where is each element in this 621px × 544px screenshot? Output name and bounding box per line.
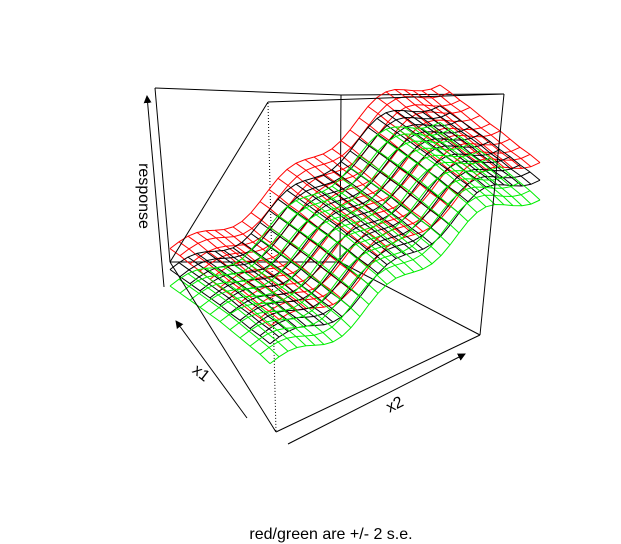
surface-lower-line-x1-15 — [304, 196, 406, 275]
surface-lower-line-x1-21 — [358, 154, 460, 234]
surface-upper-line-x1-12 — [277, 177, 379, 257]
surface-lower-line-x1-27 — [412, 127, 514, 206]
surface-upper-line-x1-6 — [223, 229, 325, 308]
surface-lower-line-x1-25 — [394, 126, 496, 205]
surface-fit-line-x1-26 — [403, 110, 505, 186]
surface-upper-line-x1-27 — [412, 90, 514, 169]
surface-upper-line-x1-0 — [169, 248, 271, 327]
surface-upper-line-x1-28 — [421, 90, 523, 169]
surface-fit-line-x1-7 — [232, 247, 334, 323]
surface-lower-line-x1-26 — [403, 126, 505, 206]
box-front-edges — [154, 87, 505, 433]
surface-lower-line-x1-10 — [259, 238, 361, 317]
surfaces — [169, 84, 541, 364]
surface-lower-line-x1-5 — [214, 267, 316, 346]
x2-axis-arrow — [287, 353, 466, 445]
surface-lower-line-x1-11 — [268, 226, 370, 305]
surface-lower-line-x1-19 — [340, 177, 442, 257]
surface-lower-line-x1-3 — [196, 269, 298, 348]
surface-upper-line-x1-13 — [286, 168, 388, 248]
surface-lower-line-x1-8 — [241, 258, 343, 337]
surface-upper-line-x1-18 — [331, 148, 433, 227]
surface-lower-line-x1-28 — [421, 127, 523, 207]
surface-upper-line-x1-3 — [196, 232, 298, 311]
surface-fit-line-x1-14 — [295, 183, 397, 259]
surface-fit-line-x1-6 — [223, 249, 325, 326]
surface-fit-line-x1-30 — [439, 105, 541, 181]
surface-lower-line-x1-17 — [322, 190, 424, 270]
surface-lower-line-x1-18 — [331, 185, 433, 265]
response-axis-arrow — [143, 95, 165, 288]
surface-lower — [169, 121, 541, 364]
surface-fit-line-x1-17 — [322, 174, 424, 250]
surface-lower-line-x1-29 — [430, 126, 532, 205]
surface-lower-line-x1-24 — [385, 128, 487, 208]
surface-upper-line-x1-29 — [430, 88, 532, 168]
box-hidden-edges — [267, 102, 277, 433]
surface-upper-line-x1-20 — [349, 129, 451, 208]
surface-fit-line-x1-0 — [169, 269, 271, 345]
surface-fit-line-x1-29 — [430, 109, 532, 185]
surface-lower-line-x1-30 — [439, 121, 541, 201]
surface-lower-line-x1-4 — [205, 267, 307, 347]
surface-lower-line-x1-1 — [178, 278, 280, 358]
surface-lower-line-x1-14 — [295, 200, 397, 279]
x1-axis-label: x1 — [189, 362, 213, 386]
surface-upper-line-x1-17 — [322, 153, 424, 232]
surface-fit-line-x1-13 — [286, 189, 388, 265]
surface-lower-line-x1-23 — [376, 134, 478, 213]
surface-fit-line-x1-20 — [349, 150, 451, 226]
surface-upper-line-x1-16 — [313, 156, 415, 235]
surface-upper-line-x1-15 — [304, 159, 406, 238]
surface-lower-line-x1-9 — [250, 249, 352, 329]
surface-lower-line-x2-3 — [239, 173, 511, 339]
x1-axis-arrow — [175, 320, 248, 419]
surface-lower-line-x1-13 — [286, 206, 388, 285]
response-axis-label: response — [135, 163, 152, 229]
surface-lower-line-x1-20 — [349, 166, 451, 246]
surface-lower-line-x1-6 — [223, 266, 325, 345]
x2-axis-label: x2 — [384, 394, 407, 417]
surface-lower-line-x1-16 — [313, 193, 415, 273]
surface-fit-line-x1-10 — [259, 222, 361, 298]
surface-upper-line-x1-30 — [439, 84, 541, 163]
chart-caption: red/green are +/- 2 s.e. — [249, 526, 412, 543]
axis-arrows — [143, 95, 466, 445]
surface-lower-line-x1-12 — [277, 215, 379, 294]
surface-upper-line-x1-14 — [295, 162, 397, 242]
surface-fit-line-x1-16 — [313, 177, 415, 253]
surface-lower-line-x1-2 — [187, 273, 289, 352]
surface-lower-line-x1-7 — [232, 263, 334, 343]
surface-upper-line-x1-7 — [232, 226, 334, 305]
surface-upper-line-x1-10 — [259, 201, 361, 280]
surface-lower-line-x1-0 — [169, 285, 271, 364]
surface-fit-line-x1-21 — [358, 138, 460, 214]
surface-lower-line-x1-22 — [367, 143, 469, 222]
